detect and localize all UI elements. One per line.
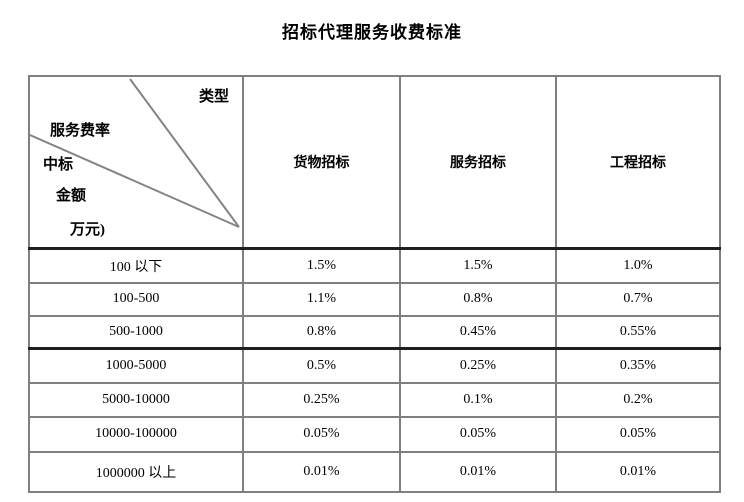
rate-cell: 0.5% [242, 347, 401, 384]
fee-table: 类型 服务费率 中标 金额 万元) 货物招标 服务招标 工程招标 100 以下 … [28, 75, 721, 493]
rate-cell: 1.5% [399, 247, 557, 284]
corner-unit-label: 万元) [70, 222, 105, 238]
rate-cell: 0.8% [399, 281, 557, 317]
amount-range-cell: 1000000 以上 [28, 450, 244, 493]
diagonal-line-lower [30, 134, 240, 228]
column-header-engineering: 工程招标 [555, 75, 721, 250]
rate-cell: 0.55% [555, 314, 721, 350]
corner-rate-label: 服务费率 [50, 123, 111, 139]
rate-cell: 0.05% [242, 415, 401, 453]
amount-range-cell: 1000-5000 [28, 347, 244, 384]
column-header-service: 服务招标 [399, 75, 557, 250]
column-header-goods: 货物招标 [242, 75, 401, 250]
rate-cell: 0.25% [242, 381, 401, 418]
table-row: 500-1000 0.8% 0.45% 0.55% [28, 314, 721, 350]
diagonal-line-upper [129, 78, 240, 228]
rate-cell: 0.25% [399, 347, 557, 384]
table-row: 5000-10000 0.25% 0.1% 0.2% [28, 381, 721, 418]
rate-cell: 0.01% [242, 450, 401, 493]
rate-cell: 0.7% [555, 281, 721, 317]
page-title: 招标代理服务收费标准 [282, 23, 462, 42]
table-row: 10000-100000 0.05% 0.05% 0.05% [28, 415, 721, 453]
corner-header-cell: 类型 服务费率 中标 金额 万元) [28, 75, 244, 250]
rate-cell: 0.1% [399, 381, 557, 418]
amount-range-cell: 100-500 [28, 281, 244, 317]
rate-cell: 1.5% [242, 247, 401, 284]
diagonal-divider-lines [30, 78, 240, 228]
table-row: 1000000 以上 0.01% 0.01% 0.01% [28, 450, 721, 493]
amount-range-cell: 5000-10000 [28, 381, 244, 418]
amount-range-cell: 100 以下 [28, 247, 244, 284]
rate-cell: 1.1% [242, 281, 401, 317]
rate-cell: 0.01% [399, 450, 557, 493]
header-row: 类型 服务费率 中标 金额 万元) 货物招标 服务招标 工程招标 [28, 75, 721, 250]
table-row: 1000-5000 0.5% 0.25% 0.35% [28, 347, 721, 384]
table-row: 100 以下 1.5% 1.5% 1.0% [28, 247, 721, 284]
table-row: 100-500 1.1% 0.8% 0.7% [28, 281, 721, 317]
rate-cell: 0.45% [399, 314, 557, 350]
rate-cell: 1.0% [555, 247, 721, 284]
rate-cell: 0.2% [555, 381, 721, 418]
rate-cell: 0.01% [555, 450, 721, 493]
corner-type-label: 类型 [198, 89, 229, 105]
amount-range-cell: 500-1000 [28, 314, 244, 350]
corner-header-inner: 类型 服务费率 中标 金额 万元) [30, 77, 242, 247]
rate-cell: 0.8% [242, 314, 401, 350]
rate-cell: 0.05% [399, 415, 557, 453]
rate-cell: 0.35% [555, 347, 721, 384]
corner-amount-label: 金额 [56, 188, 87, 204]
amount-range-cell: 10000-100000 [28, 415, 244, 453]
corner-bid-label: 中标 [43, 157, 74, 173]
rate-cell: 0.05% [555, 415, 721, 453]
